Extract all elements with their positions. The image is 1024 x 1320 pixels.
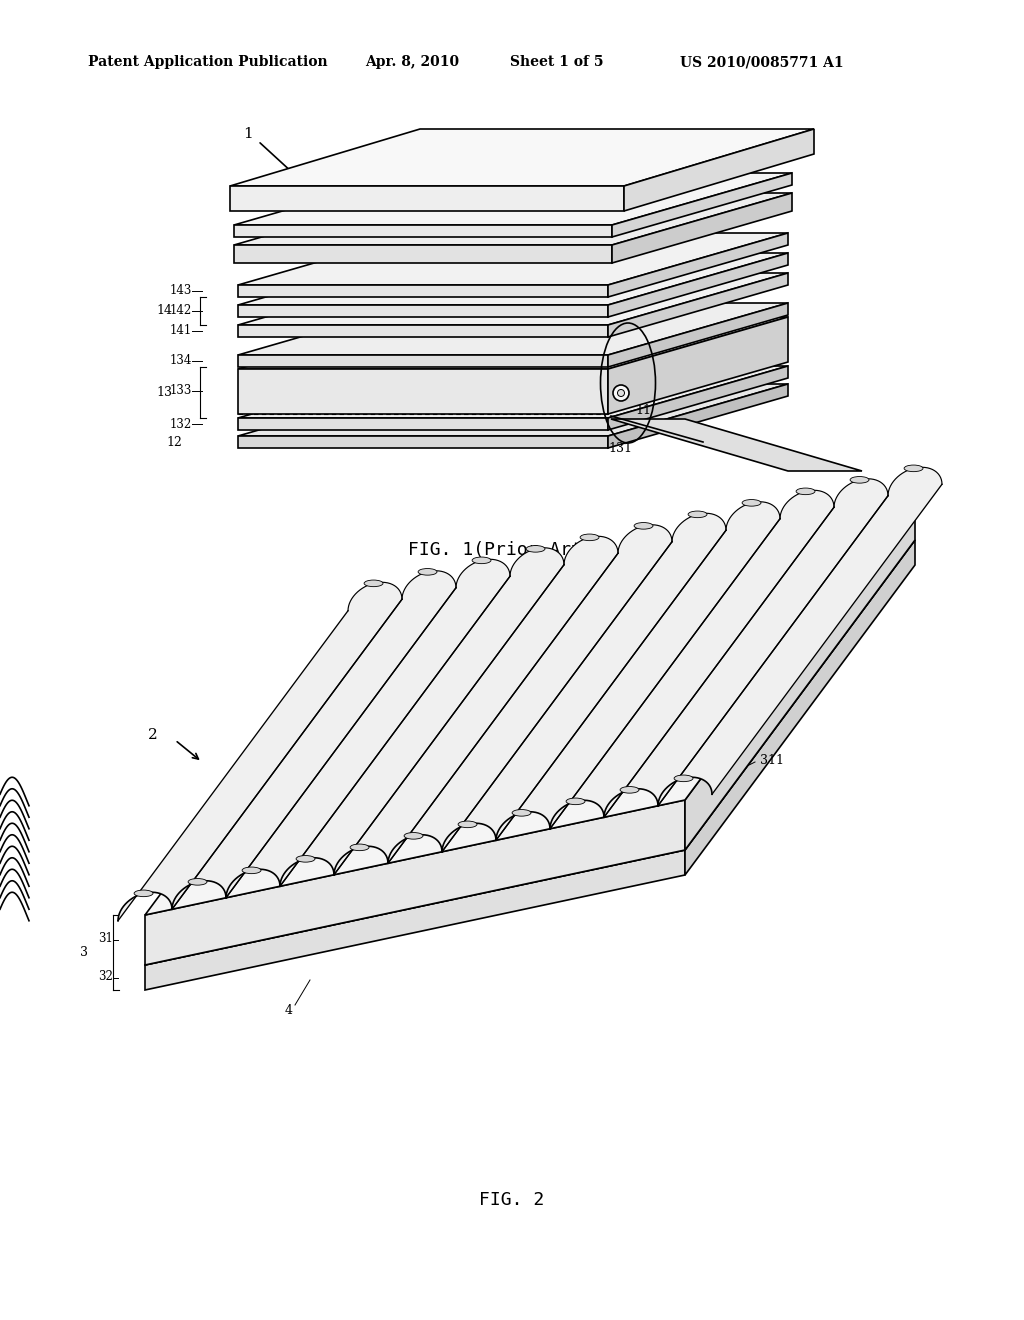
Ellipse shape (404, 833, 423, 840)
Polygon shape (230, 129, 814, 186)
Ellipse shape (188, 879, 207, 886)
Polygon shape (550, 490, 834, 829)
Polygon shape (685, 490, 915, 850)
Ellipse shape (458, 821, 477, 828)
Ellipse shape (566, 799, 585, 805)
Ellipse shape (296, 855, 315, 862)
Ellipse shape (350, 843, 369, 850)
Polygon shape (238, 384, 788, 436)
Text: 3: 3 (80, 946, 88, 960)
Text: Apr. 8, 2010: Apr. 8, 2010 (365, 55, 459, 69)
Ellipse shape (242, 867, 261, 874)
Ellipse shape (850, 477, 869, 483)
Polygon shape (238, 418, 608, 430)
Polygon shape (608, 234, 788, 297)
Ellipse shape (621, 787, 639, 793)
Text: Patent Application Publication: Patent Application Publication (88, 55, 328, 69)
Text: 2: 2 (148, 729, 158, 742)
Polygon shape (496, 502, 780, 841)
Circle shape (617, 389, 625, 396)
Text: Sheet 1 of 5: Sheet 1 of 5 (510, 55, 603, 69)
Polygon shape (238, 305, 608, 317)
Polygon shape (234, 193, 792, 246)
Text: 14: 14 (156, 305, 172, 318)
Ellipse shape (742, 499, 761, 506)
Text: 143: 143 (170, 285, 193, 297)
Polygon shape (608, 253, 788, 317)
Polygon shape (608, 366, 788, 430)
Polygon shape (238, 273, 788, 325)
Polygon shape (334, 536, 618, 875)
Polygon shape (234, 224, 612, 238)
Text: 311: 311 (760, 754, 784, 767)
Text: 132: 132 (170, 417, 193, 430)
Text: 131: 131 (608, 442, 632, 455)
Ellipse shape (512, 809, 531, 816)
Text: 134: 134 (170, 355, 193, 367)
Text: 311a: 311a (474, 659, 506, 672)
Ellipse shape (796, 488, 815, 495)
Ellipse shape (674, 775, 693, 781)
Ellipse shape (634, 523, 653, 529)
Polygon shape (685, 540, 915, 875)
Text: 12: 12 (166, 436, 182, 449)
Text: FIG. 2: FIG. 2 (479, 1191, 545, 1209)
Polygon shape (145, 490, 915, 915)
Text: 31: 31 (98, 932, 113, 945)
Polygon shape (145, 540, 915, 965)
Ellipse shape (472, 557, 490, 564)
Polygon shape (608, 317, 788, 414)
Polygon shape (234, 173, 792, 224)
Polygon shape (226, 560, 510, 898)
Polygon shape (238, 253, 788, 305)
Polygon shape (238, 355, 608, 367)
Polygon shape (238, 234, 788, 285)
Polygon shape (238, 366, 788, 418)
Polygon shape (388, 525, 672, 863)
Polygon shape (238, 304, 788, 355)
Polygon shape (238, 370, 608, 414)
Polygon shape (442, 513, 726, 851)
Text: 13: 13 (156, 385, 172, 399)
Polygon shape (145, 850, 685, 990)
Ellipse shape (580, 535, 599, 541)
Text: 4: 4 (285, 1003, 293, 1016)
Polygon shape (234, 246, 612, 263)
Polygon shape (604, 479, 888, 817)
Polygon shape (624, 129, 814, 211)
Circle shape (613, 385, 629, 401)
Ellipse shape (526, 545, 545, 552)
Ellipse shape (418, 569, 437, 576)
Polygon shape (230, 186, 624, 211)
Polygon shape (145, 800, 685, 965)
Polygon shape (658, 467, 942, 805)
Polygon shape (608, 304, 788, 367)
Text: 11: 11 (635, 404, 651, 417)
Polygon shape (612, 173, 792, 238)
Text: 32: 32 (98, 969, 113, 982)
Polygon shape (611, 418, 862, 471)
Polygon shape (238, 285, 608, 297)
Polygon shape (612, 193, 792, 263)
Ellipse shape (904, 465, 923, 471)
Polygon shape (172, 570, 456, 909)
Ellipse shape (365, 579, 383, 586)
Text: 141: 141 (170, 325, 193, 338)
Text: 1: 1 (243, 127, 253, 141)
Text: D1: D1 (260, 737, 279, 750)
Polygon shape (608, 273, 788, 337)
Polygon shape (118, 582, 402, 921)
Ellipse shape (134, 890, 153, 896)
Text: FIG. 1(Prior Art): FIG. 1(Prior Art) (408, 541, 593, 558)
Polygon shape (608, 384, 788, 447)
Polygon shape (238, 317, 788, 370)
Polygon shape (280, 548, 564, 886)
Text: 133: 133 (170, 384, 193, 397)
Polygon shape (238, 325, 608, 337)
Text: 142: 142 (170, 305, 193, 318)
Polygon shape (238, 436, 608, 447)
Ellipse shape (688, 511, 707, 517)
Text: US 2010/0085771 A1: US 2010/0085771 A1 (680, 55, 844, 69)
